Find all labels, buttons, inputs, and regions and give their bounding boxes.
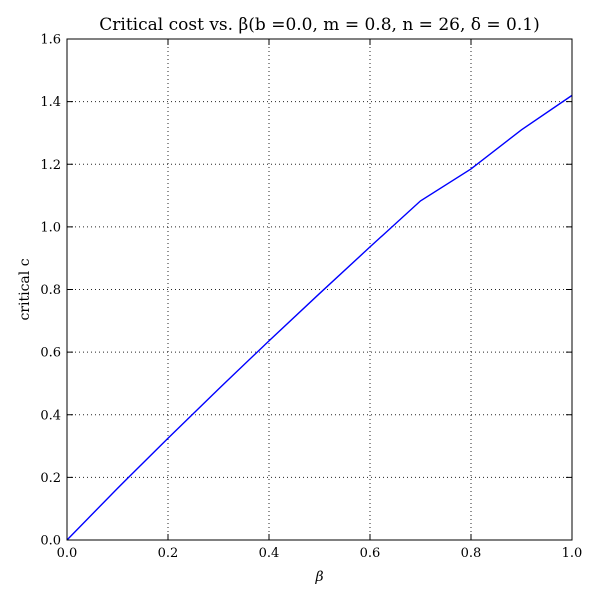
series-line-0 [66,94,573,541]
chart-title: Critical cost vs. β(b =0.0, m = 0.8, n =… [99,15,539,35]
x-tick-label: 0.2 [158,546,179,561]
x-tick-label: 1.0 [562,546,583,561]
x-tick-label: 0.4 [259,546,280,561]
grid-layer [67,39,572,540]
y-tick-label: 0.0 [40,534,61,549]
y-tick-label: 1.2 [40,158,61,173]
labels-layer: 0.0 0.2 0.4 0.6 0.8 1.0 0.0 0.2 0.4 0.6 0.8 1.0 1.2 1… [40,33,582,562]
series-layer [66,94,573,541]
x-tick-label: 0.0 [57,546,78,561]
y-tick-label: 0.2 [40,471,61,486]
y-axis-label: critical c [17,258,33,320]
y-tick-label: 1.0 [40,220,61,235]
x-tick-label: 0.6 [360,546,381,561]
y-tick-label: 0.6 [40,346,61,361]
y-tick-label: 1.4 [40,95,61,110]
y-tick-label: 1.6 [40,33,61,48]
y-tick-label: 0.8 [40,283,61,298]
x-axis-label: β [314,569,323,585]
x-tick-label: 0.8 [461,546,482,561]
y-tick-label: 0.4 [40,408,61,423]
ticks-layer [66,38,573,541]
